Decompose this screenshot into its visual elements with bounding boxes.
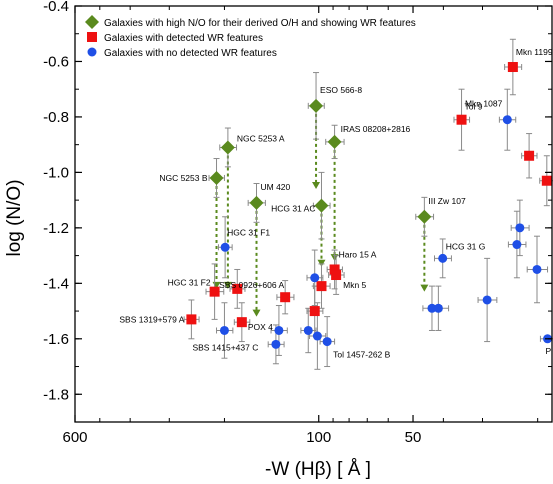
point-no-wr — [433, 303, 443, 313]
point-no-wr — [427, 303, 437, 313]
y-axis-title: log (N/O) — [4, 179, 25, 256]
point-no-wr — [482, 295, 492, 305]
point-detected-wr — [524, 150, 535, 161]
point-no-wr — [532, 264, 542, 274]
y-tick-label: -1.2 — [43, 220, 69, 237]
plot-frame — [74, 5, 553, 423]
x-tick-label: 100 — [306, 429, 331, 446]
point-labels-layer: NGC 5253 B NGC 5253 A UM 420 ESO 566-8 HCG 3… — [119, 47, 552, 360]
arrow-head — [317, 259, 326, 267]
point-label: ESO 566-8 — [320, 85, 362, 95]
point-no-wr — [219, 325, 229, 335]
y-tick-label: -0.4 — [43, 0, 69, 15]
point-label: Tol 1457-262 B — [333, 350, 391, 360]
point-no-wr — [271, 339, 281, 349]
point-label: Mkn 1199 — [516, 47, 553, 57]
point-label: HGC 31 F1 — [227, 227, 270, 237]
point-label: III Zw 107 — [428, 196, 466, 206]
point-label: HCG 31 AC — [271, 204, 315, 214]
arrow-head — [420, 284, 429, 292]
point-label: UM 420 — [261, 182, 291, 192]
legend-marker — [87, 47, 97, 57]
point-label: IRAS 08208+2816 — [341, 124, 411, 134]
point-high-no-wr — [220, 140, 235, 155]
point-detected-wr — [209, 286, 220, 297]
point-label: Haro 15 A — [339, 249, 377, 259]
point-no-wr — [515, 223, 525, 233]
point-label: NGC 5253 A — [237, 133, 285, 143]
point-label: SBS 0926+606 A — [219, 280, 284, 290]
point-label: HCG 31 G — [446, 241, 486, 251]
point-label: SBS 1415+437 C — [192, 342, 258, 352]
point-detected-wr — [331, 270, 342, 281]
y-tick-label: -0.6 — [43, 53, 69, 70]
point-detected-wr — [236, 317, 247, 328]
point-no-wr — [322, 337, 332, 347]
point-no-wr — [312, 331, 322, 341]
point-high-no-wr — [314, 198, 329, 213]
point-high-no-wr — [249, 195, 264, 210]
y-tick-label: -1.6 — [43, 331, 69, 348]
point-label: Mkn 5 — [343, 280, 366, 290]
arrow-head — [223, 281, 232, 289]
point-detected-wr — [280, 292, 291, 303]
point-label: P — [546, 346, 552, 356]
point-high-no-wr — [327, 134, 342, 149]
point-high-no-wr — [209, 170, 224, 185]
legend-label: Galaxies with high N/O for their derived… — [104, 18, 416, 29]
point-detected-wr — [186, 314, 197, 325]
legend-label: Galaxies with no detected WR features — [104, 48, 277, 59]
points-layer — [186, 62, 553, 349]
point-detected-wr — [507, 62, 518, 73]
point-detected-wr — [329, 264, 340, 275]
point-no-wr — [502, 115, 512, 125]
point-label: SBS 1319+579 A — [119, 314, 184, 324]
point-no-wr — [310, 273, 320, 283]
point-no-wr — [512, 240, 522, 250]
point-label: Mkn 1087 — [465, 99, 503, 109]
point-label: Tol 9 — [465, 102, 483, 112]
point-no-wr — [303, 325, 313, 335]
x-axis-title: -W (Hβ) [ Å ] — [265, 459, 371, 480]
legend-marker — [85, 15, 99, 29]
y-tick-label: -0.8 — [43, 109, 69, 126]
point-label: NGC 5253 B — [159, 173, 208, 183]
point-detected-wr — [232, 283, 243, 294]
x-tick-label: 50 — [405, 429, 422, 446]
y-tick-label: -1.0 — [43, 164, 69, 181]
arrow-head — [252, 309, 261, 317]
y-tick-label: -1.4 — [43, 275, 69, 292]
point-detected-wr — [309, 306, 320, 317]
point-detected-wr — [456, 114, 467, 125]
point-no-wr — [438, 253, 448, 263]
point-detected-wr — [541, 175, 552, 186]
legend: Galaxies with high N/O for their derived… — [85, 15, 416, 59]
point-label: POX 4 — [248, 322, 273, 332]
point-high-no-wr — [309, 98, 324, 113]
x-tick-label: 600 — [62, 429, 87, 446]
point-detected-wr — [316, 281, 327, 292]
legend-label: Galaxies with detected WR features — [104, 33, 263, 44]
axes-layer: -0.4 -0.6 -0.8 -1.0 -1.2 -1.4 -1.6 -1.8 600 100 50 — [43, 0, 553, 446]
point-high-no-wr — [417, 209, 432, 224]
legend-marker — [87, 32, 97, 42]
point-no-wr — [274, 325, 284, 335]
arrow-head — [312, 182, 321, 190]
y-tick-label: -1.8 — [43, 386, 69, 403]
point-no-wr — [220, 242, 230, 252]
point-label: HGC 31 F2 — [168, 278, 211, 288]
